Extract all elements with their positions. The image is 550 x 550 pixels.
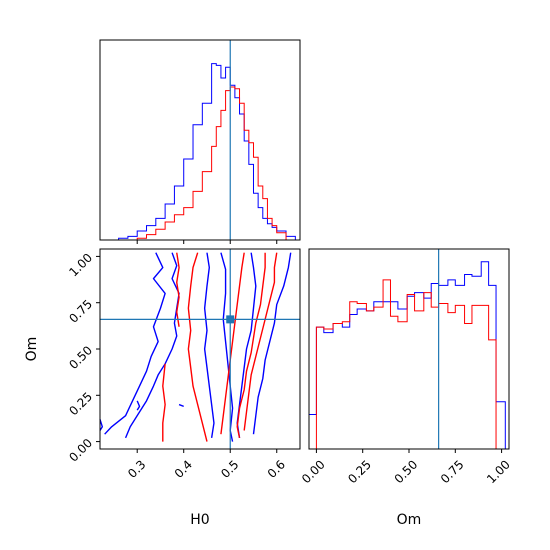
joint-frame bbox=[99, 248, 301, 450]
om-marginal-tick-label: 0.50 bbox=[392, 457, 421, 486]
x-axis-label-h0: H0 bbox=[190, 512, 209, 528]
h0-histogram-series_a bbox=[118, 63, 296, 240]
om-histograms bbox=[308, 261, 506, 449]
h0-tick-label: 0.5 bbox=[218, 457, 241, 480]
contour-line-series_a bbox=[104, 252, 166, 435]
y-axis-label-om: Om bbox=[24, 337, 40, 362]
panel-h0-om-joint: 0.3 0.4 0.5 0.6 0.00 0.25 0.50 0.75 1.00 bbox=[66, 248, 301, 481]
om-x-ticks: 0.00 0.25 0.50 0.75 1.00 bbox=[299, 449, 513, 486]
contour-line-series_a bbox=[136, 400, 141, 411]
contour-line-series_b bbox=[187, 252, 208, 442]
contour-line-series_b bbox=[236, 252, 266, 439]
panel-om-marginal: 0.00 0.25 0.50 0.75 1.00 bbox=[299, 248, 513, 486]
h0-marginal-ticks bbox=[136, 240, 278, 244]
contour-line-series_a bbox=[99, 419, 104, 431]
om-marginal-tick-label: 0.00 bbox=[299, 457, 328, 486]
contour-line-series_b bbox=[162, 363, 166, 442]
truth-marker bbox=[226, 315, 235, 324]
joint-x-ticks: 0.3 0.4 0.5 0.6 bbox=[125, 449, 288, 481]
contour-line-series_a bbox=[124, 252, 180, 439]
contour-line-series_b bbox=[220, 252, 245, 435]
joint-y-ticks: 0.00 0.25 0.50 0.75 1.00 bbox=[66, 251, 100, 465]
contour-line-series_a bbox=[203, 252, 215, 438]
h0-histograms bbox=[118, 63, 296, 240]
om-histogram-series_a bbox=[308, 261, 506, 449]
om-marginal-tick-label: 0.75 bbox=[438, 457, 467, 486]
om-marginal-tick-label: 1.00 bbox=[484, 457, 513, 486]
h0-marginal-frame bbox=[99, 39, 301, 241]
panel-h0-marginal bbox=[99, 39, 301, 244]
h0-histogram-series_b bbox=[136, 86, 287, 240]
contour-line-series_a bbox=[252, 252, 292, 435]
om-tick-label: 0.75 bbox=[66, 297, 95, 326]
joint-contours bbox=[99, 252, 292, 442]
h0-tick-label: 0.3 bbox=[125, 457, 148, 480]
contour-line-series_b bbox=[243, 252, 278, 431]
om-tick-label: 0.25 bbox=[66, 390, 95, 419]
om-marginal-frame bbox=[308, 248, 510, 450]
om-tick-label: 0.00 bbox=[66, 436, 95, 465]
contour-line-series_a bbox=[178, 403, 184, 408]
om-tick-label: 1.00 bbox=[66, 251, 95, 280]
h0-tick-label: 0.4 bbox=[172, 457, 195, 480]
om-tick-label: 0.50 bbox=[66, 343, 95, 372]
h0-tick-label: 0.6 bbox=[265, 457, 288, 480]
x-axis-label-om: Om bbox=[397, 512, 422, 528]
contour-line-series_a bbox=[220, 252, 234, 442]
contour-line-series_b bbox=[176, 252, 180, 327]
om-marginal-tick-label: 0.25 bbox=[345, 457, 374, 486]
om-histogram-series_b bbox=[315, 279, 497, 449]
